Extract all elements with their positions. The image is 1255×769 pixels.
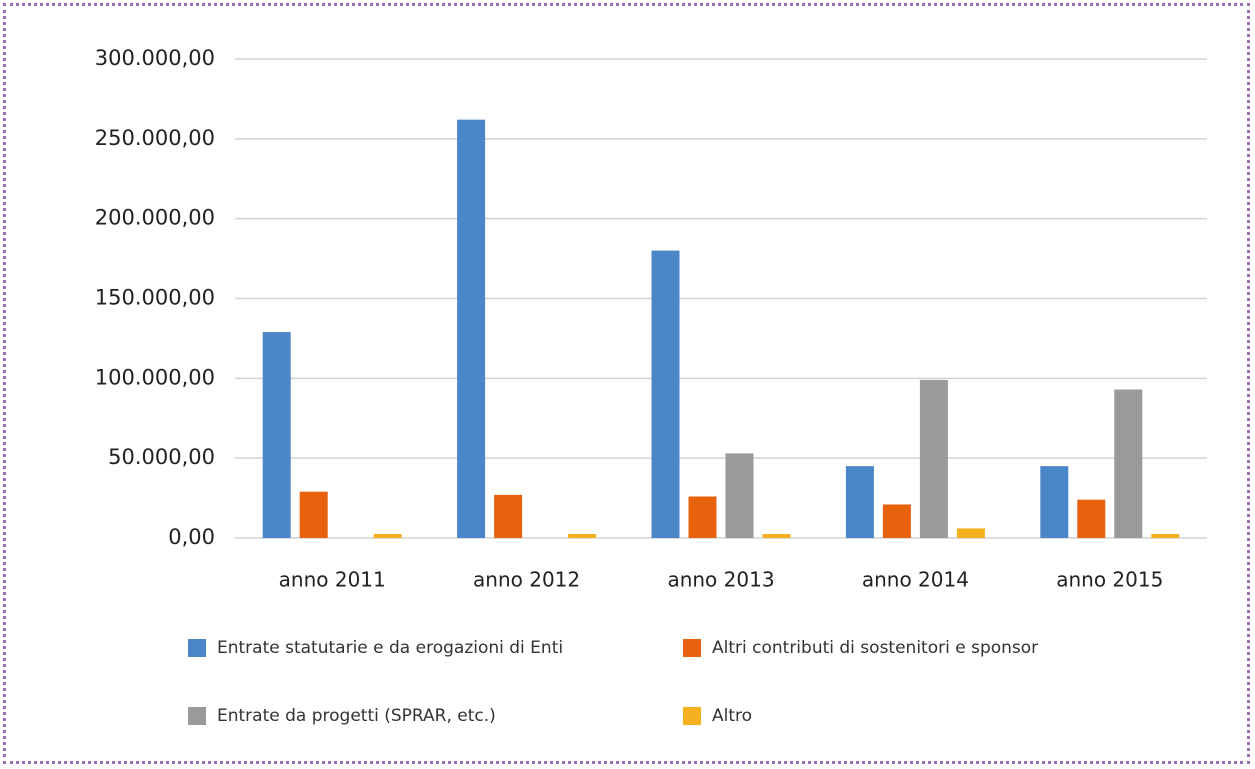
bar xyxy=(725,453,754,538)
bar xyxy=(568,534,597,538)
bar xyxy=(882,504,911,538)
y-tick-label: 50.000,00 xyxy=(108,445,215,469)
legend-swatch xyxy=(188,639,206,657)
x-tick-label: anno 2015 xyxy=(1056,568,1163,592)
x-tick-label: anno 2011 xyxy=(279,568,386,592)
y-tick-label: 300.000,00 xyxy=(95,46,215,70)
y-tick-label: 100.000,00 xyxy=(95,365,215,389)
legend-swatch xyxy=(683,707,701,725)
legend-label: Altri contributi di sostenitori e sponso… xyxy=(712,638,1038,658)
bar xyxy=(1040,466,1069,538)
bar xyxy=(262,332,291,538)
bar xyxy=(762,534,791,538)
bar xyxy=(1151,534,1180,538)
legend-label: Entrate statutarie e da erogazioni di En… xyxy=(217,638,563,658)
bar xyxy=(651,250,680,538)
bar xyxy=(919,379,948,538)
y-tick-label: 0,00 xyxy=(168,525,215,549)
bar xyxy=(845,466,874,538)
y-tick-label: 150.000,00 xyxy=(95,286,215,310)
bar xyxy=(299,491,328,538)
x-tick-label: anno 2012 xyxy=(473,568,580,592)
bar xyxy=(494,494,523,538)
legend-swatch xyxy=(188,707,206,725)
legend-label: Altro xyxy=(712,706,752,726)
legend-label: Entrate da progetti (SPRAR, etc.) xyxy=(217,706,496,726)
bar xyxy=(1077,499,1106,538)
bar xyxy=(1114,389,1143,538)
bar xyxy=(688,496,717,538)
y-tick-label: 200.000,00 xyxy=(95,206,215,230)
x-tick-label: anno 2013 xyxy=(667,568,774,592)
bar xyxy=(373,534,402,538)
bar xyxy=(457,119,486,538)
frame xyxy=(3,3,1250,764)
legend-swatch xyxy=(683,639,701,657)
x-tick-label: anno 2014 xyxy=(862,568,969,592)
bar xyxy=(956,528,985,538)
y-tick-label: 250.000,00 xyxy=(95,126,215,150)
